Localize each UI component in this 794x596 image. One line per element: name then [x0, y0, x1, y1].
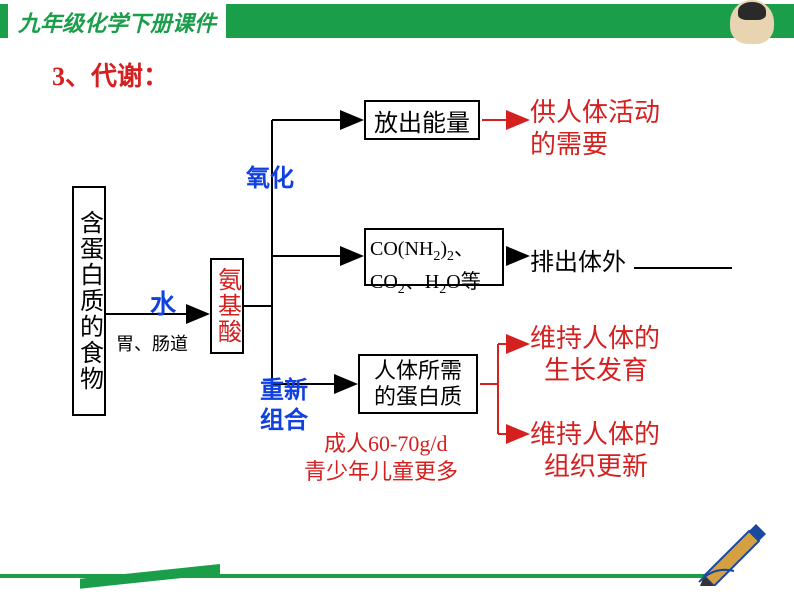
box-food-text: 含蛋白质的食物 — [72, 210, 107, 392]
box-waste: CO(NH2)2、CO2、H2O等 — [364, 228, 504, 286]
box-amino-text: 氨基酸 — [210, 267, 245, 345]
box-food: 含蛋白质的食物 — [72, 186, 106, 416]
box-energy: 放出能量 — [364, 100, 480, 140]
label-out-energy-2: 的需要 — [530, 124, 608, 161]
box-energy-text: 放出能量 — [374, 103, 470, 138]
label-recombine-2: 组合 — [260, 400, 308, 435]
footer-line — [0, 574, 720, 578]
box-protein: 人体所需的蛋白质 — [358, 354, 478, 414]
metabolism-diagram: 含蛋白质的食物 氨基酸 放出能量 CO(NH2)2、CO2、H2O等 人体所需的… — [0, 0, 794, 596]
connector-lines — [0, 0, 794, 596]
box-amino-acid: 氨基酸 — [210, 258, 244, 354]
label-youth-intake: 青少年儿童更多 — [304, 454, 458, 486]
label-out-tissue-2: 组织更新 — [544, 446, 648, 483]
label-out-growth-2: 生长发育 — [544, 350, 648, 387]
pencil-icon — [694, 516, 774, 586]
label-water: 水 — [150, 284, 176, 321]
box-protein-text: 人体所需的蛋白质 — [374, 358, 462, 411]
box-waste-text: CO(NH2)2、CO2、H2O等 — [370, 238, 481, 293]
label-oxidation: 氧化 — [246, 158, 294, 193]
label-out-excrete: 排出体外 — [530, 242, 626, 277]
label-stomach: 胃、肠道 — [116, 330, 188, 356]
